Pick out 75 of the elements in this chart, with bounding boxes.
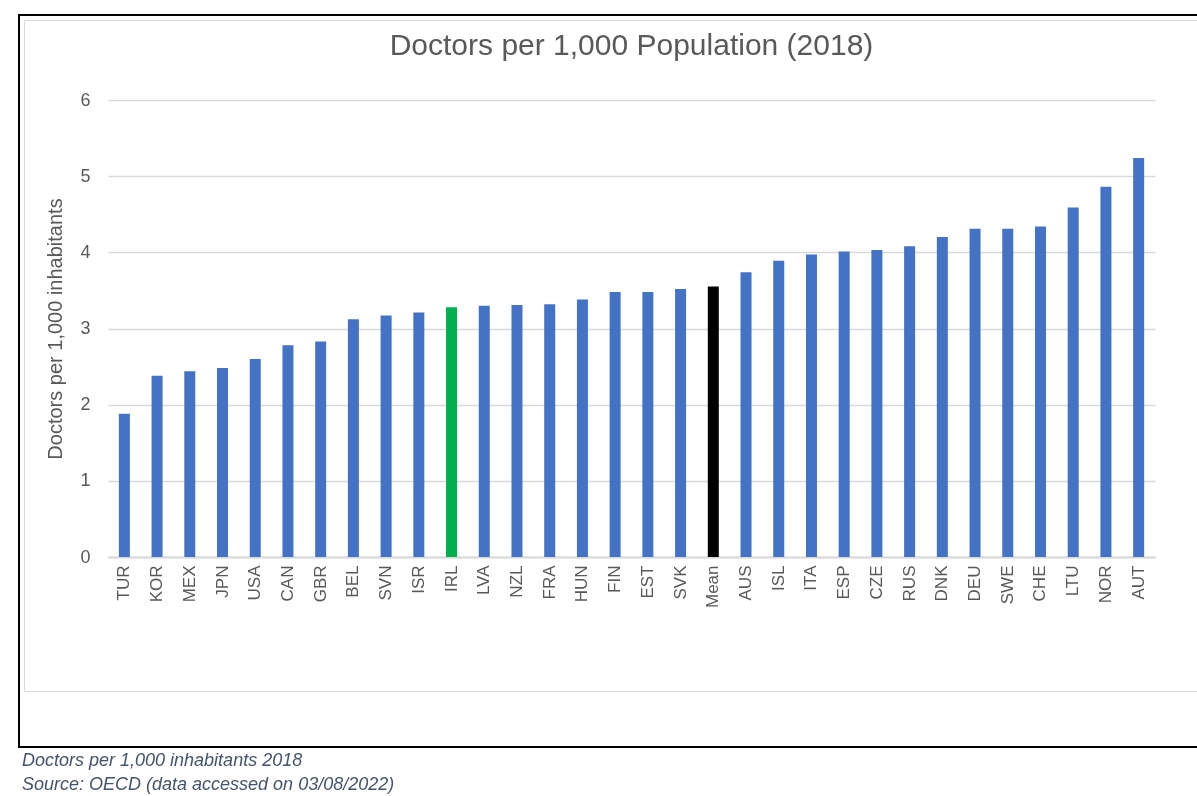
bar: [805, 254, 817, 557]
bar: [838, 251, 850, 557]
bar: [936, 237, 948, 557]
x-tick-label: SWE: [997, 565, 1017, 605]
x-tick-label: HUN: [572, 565, 592, 603]
x-tick-label: AUT: [1128, 565, 1148, 600]
x-tick-label: ISR: [408, 565, 428, 594]
bar: [904, 246, 916, 557]
x-tick-label: FRA: [539, 564, 559, 600]
bar: [151, 375, 163, 557]
source-note: Source: OECD (data accessed on 03/08/2022): [22, 773, 395, 796]
x-tick-label: FIN: [605, 565, 625, 593]
x-tick-label: CHE: [1030, 565, 1050, 602]
y-tick-label: 1: [80, 470, 91, 491]
x-tick-label: SVN: [376, 565, 396, 601]
bar: [347, 319, 359, 557]
x-tick-label: MEX: [179, 565, 199, 603]
x-tick-label: DEU: [965, 565, 985, 602]
x-tick-label: ISL: [768, 565, 788, 592]
bar: [1100, 186, 1112, 557]
y-tick-label: 5: [80, 165, 91, 186]
y-tick-label: 6: [80, 89, 91, 110]
bar: [1067, 207, 1079, 557]
x-tick-label: TUR: [114, 565, 134, 601]
x-tick-label: ESP: [834, 565, 854, 600]
bar: [576, 299, 588, 557]
x-tick-label: NOR: [1095, 565, 1115, 604]
x-tick-label: USA: [245, 564, 265, 601]
x-tick-label: CAN: [277, 565, 297, 602]
bar: [871, 250, 883, 557]
text: Doctors per 1,000 inhabitants 2018: [22, 749, 304, 772]
y-tick-label: 0: [80, 546, 91, 567]
x-tick-label: BEL: [343, 565, 363, 598]
bar: [282, 345, 294, 557]
bar: [249, 358, 261, 557]
x-tick-label: KOR: [147, 565, 167, 603]
chart-title: Doctors per 1,000 Population (2018): [389, 28, 874, 61]
x-tick-label: GBR: [310, 565, 330, 603]
bar: [413, 312, 425, 557]
bar: [609, 291, 621, 557]
bar: [740, 272, 752, 557]
x-tick-label: JPN: [212, 565, 232, 598]
bar: [773, 260, 785, 557]
x-tick-label: CZE: [866, 565, 886, 600]
x-tick-label: AUS: [736, 565, 756, 601]
bar: [969, 228, 981, 557]
x-tick-label: DNK: [932, 564, 952, 602]
bar: [446, 307, 458, 557]
x-tick-label: SVK: [670, 564, 690, 600]
y-tick-label: 3: [80, 318, 91, 338]
y-tick-label: 2: [80, 394, 91, 415]
x-tick-label: Mean: [703, 565, 723, 609]
y-tick-label: 4: [80, 241, 91, 262]
x-tick-label: LVA: [474, 564, 494, 596]
y-axis-title: Doctors per 1,000 inhabitants: [44, 198, 67, 460]
x-tick-label: NZL: [506, 565, 526, 598]
bar: [511, 304, 523, 557]
x-tick-label: RUS: [899, 565, 919, 602]
x-tick-label: ITA: [801, 564, 821, 591]
bar: [707, 286, 719, 557]
bar: [217, 368, 229, 557]
x-tick-label: EST: [637, 565, 657, 599]
bar: [315, 341, 327, 557]
bar: [478, 305, 490, 557]
x-tick-label: IRL: [441, 565, 461, 592]
bar: [544, 304, 556, 557]
bar: [184, 371, 196, 557]
x-tick-label: LTU: [1063, 565, 1083, 597]
bar: [1002, 228, 1014, 557]
bar: [1133, 157, 1145, 557]
bar: [118, 413, 130, 557]
bar: [675, 288, 687, 557]
bar: [1034, 226, 1046, 557]
bar: [380, 315, 392, 557]
bar: [642, 291, 654, 557]
